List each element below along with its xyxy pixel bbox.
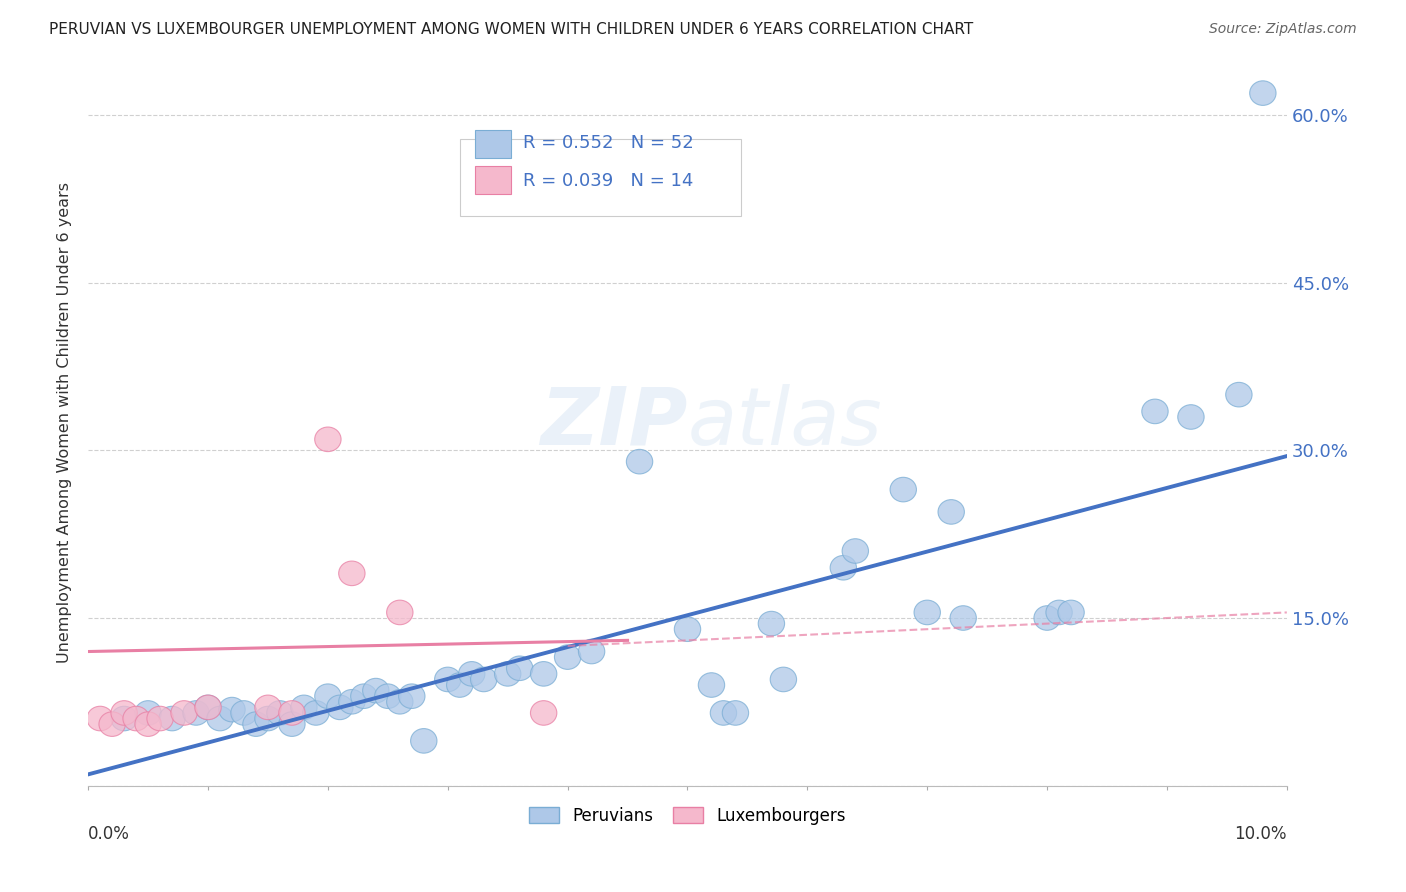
Ellipse shape: [339, 690, 366, 714]
Ellipse shape: [710, 700, 737, 725]
Ellipse shape: [1178, 405, 1204, 429]
Ellipse shape: [758, 611, 785, 636]
Ellipse shape: [278, 712, 305, 737]
Ellipse shape: [938, 500, 965, 524]
Ellipse shape: [530, 662, 557, 686]
Ellipse shape: [495, 662, 520, 686]
Ellipse shape: [254, 695, 281, 720]
Ellipse shape: [411, 729, 437, 753]
Ellipse shape: [1142, 399, 1168, 424]
Ellipse shape: [1226, 383, 1253, 407]
Text: 10.0%: 10.0%: [1234, 825, 1286, 844]
Ellipse shape: [326, 695, 353, 720]
Ellipse shape: [458, 662, 485, 686]
Ellipse shape: [146, 706, 173, 731]
Ellipse shape: [122, 706, 149, 731]
Ellipse shape: [434, 667, 461, 691]
Ellipse shape: [1250, 81, 1277, 105]
Ellipse shape: [195, 695, 221, 720]
FancyBboxPatch shape: [475, 130, 512, 158]
Ellipse shape: [530, 700, 557, 725]
Ellipse shape: [387, 690, 413, 714]
Ellipse shape: [111, 700, 138, 725]
Ellipse shape: [830, 556, 856, 580]
Ellipse shape: [315, 684, 342, 708]
Ellipse shape: [254, 706, 281, 731]
Ellipse shape: [159, 706, 186, 731]
Ellipse shape: [471, 667, 496, 691]
Legend: Peruvians, Luxembourgers: Peruvians, Luxembourgers: [522, 800, 853, 831]
Ellipse shape: [315, 427, 342, 451]
Ellipse shape: [219, 698, 245, 722]
Ellipse shape: [447, 673, 472, 698]
Ellipse shape: [675, 617, 700, 641]
Ellipse shape: [87, 706, 114, 731]
Ellipse shape: [111, 706, 138, 731]
Text: PERUVIAN VS LUXEMBOURGER UNEMPLOYMENT AMONG WOMEN WITH CHILDREN UNDER 6 YEARS CO: PERUVIAN VS LUXEMBOURGER UNEMPLOYMENT AM…: [49, 22, 973, 37]
Ellipse shape: [207, 706, 233, 731]
Ellipse shape: [770, 667, 797, 691]
Ellipse shape: [135, 712, 162, 737]
Ellipse shape: [890, 477, 917, 502]
Ellipse shape: [339, 561, 366, 586]
Ellipse shape: [231, 700, 257, 725]
Text: 0.0%: 0.0%: [89, 825, 129, 844]
Ellipse shape: [1057, 600, 1084, 624]
Text: ZIP: ZIP: [540, 384, 688, 461]
Ellipse shape: [506, 656, 533, 681]
Text: R = 0.552   N = 52: R = 0.552 N = 52: [523, 134, 695, 152]
Ellipse shape: [1046, 600, 1073, 624]
Ellipse shape: [950, 606, 976, 631]
Ellipse shape: [363, 678, 389, 703]
Ellipse shape: [554, 645, 581, 669]
Y-axis label: Unemployment Among Women with Children Under 6 years: Unemployment Among Women with Children U…: [58, 182, 72, 663]
Ellipse shape: [350, 684, 377, 708]
Ellipse shape: [699, 673, 724, 698]
Text: atlas: atlas: [688, 384, 882, 461]
Ellipse shape: [399, 684, 425, 708]
Ellipse shape: [135, 700, 162, 725]
Ellipse shape: [387, 600, 413, 624]
Text: R = 0.039   N = 14: R = 0.039 N = 14: [523, 172, 693, 190]
Ellipse shape: [183, 700, 209, 725]
FancyBboxPatch shape: [475, 166, 512, 194]
Ellipse shape: [914, 600, 941, 624]
Text: Source: ZipAtlas.com: Source: ZipAtlas.com: [1209, 22, 1357, 37]
Ellipse shape: [626, 450, 652, 474]
Ellipse shape: [374, 684, 401, 708]
Ellipse shape: [578, 640, 605, 664]
Ellipse shape: [723, 700, 748, 725]
Ellipse shape: [267, 700, 292, 725]
Ellipse shape: [195, 695, 221, 720]
Ellipse shape: [291, 695, 318, 720]
Ellipse shape: [302, 700, 329, 725]
Ellipse shape: [98, 712, 125, 737]
Ellipse shape: [278, 700, 305, 725]
FancyBboxPatch shape: [460, 139, 741, 216]
Ellipse shape: [243, 712, 269, 737]
Ellipse shape: [1033, 606, 1060, 631]
Ellipse shape: [172, 700, 197, 725]
Ellipse shape: [842, 539, 869, 563]
